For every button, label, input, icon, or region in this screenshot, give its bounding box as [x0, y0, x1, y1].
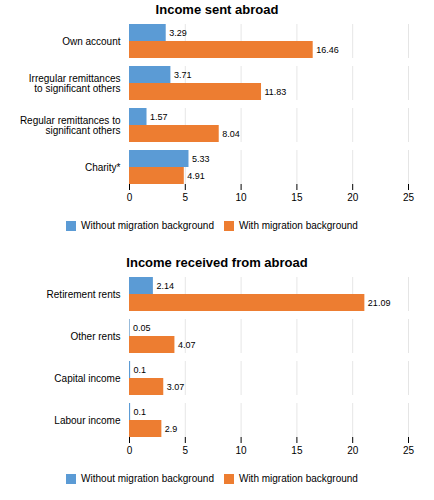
svg-text:15: 15 [291, 445, 303, 456]
html-text:Without migration background: Without migration background [81, 473, 214, 484]
svg-text:2.9: 2.9 [165, 424, 178, 434]
svg-text:Charity*: Charity* [85, 162, 121, 173]
svg-text:16.46: 16.46 [316, 45, 339, 55]
svg-text:4.07: 4.07 [178, 340, 196, 350]
svg-text:8.04: 8.04 [222, 129, 240, 139]
svg-text:Other rents: Other rents [70, 331, 120, 342]
svg-text:11.83: 11.83 [265, 87, 287, 97]
svg-text:0: 0 [127, 192, 133, 203]
svg-text:10: 10 [236, 192, 248, 203]
svg-text:21.09: 21.09 [368, 298, 391, 308]
svg-text:Labour income: Labour income [54, 415, 121, 426]
svg-text:Capital income: Capital income [54, 373, 121, 384]
svg-text:5: 5 [183, 445, 189, 456]
svg-text:0.1: 0.1 [134, 407, 147, 417]
svg-text:20: 20 [347, 192, 359, 203]
svg-text:2.14: 2.14 [156, 281, 174, 291]
svg-text:Retirement rents: Retirement rents [47, 289, 121, 300]
svg-text:Regular remittances tosignific: Regular remittances tosignificant others [20, 115, 121, 136]
svg-text:25: 25 [403, 192, 415, 203]
svg-text:Own account: Own account [62, 36, 121, 47]
svg-text:25: 25 [403, 445, 415, 456]
svg-text:3.07: 3.07 [167, 382, 185, 392]
svg-text:0: 0 [127, 445, 133, 456]
html-text:Income received from abroad: Income received from abroad [126, 255, 308, 270]
svg-text:5.33: 5.33 [192, 154, 210, 164]
svg-text:3.29: 3.29 [169, 28, 187, 38]
svg-text:3.71: 3.71 [174, 70, 192, 80]
svg-text:20: 20 [347, 445, 359, 456]
svg-text:0.05: 0.05 [133, 323, 151, 333]
html-text:Income sent abroad: Income sent abroad [155, 2, 279, 17]
html-text:With migration background: With migration background [239, 220, 358, 231]
svg-text:10: 10 [236, 445, 248, 456]
svg-text:15: 15 [291, 192, 303, 203]
svg-text:5: 5 [183, 192, 189, 203]
svg-text:Irregular remittancesto signif: Irregular remittancesto significant othe… [29, 73, 121, 94]
svg-text:4.91: 4.91 [187, 171, 205, 181]
svg-text:0.1: 0.1 [134, 365, 147, 375]
html-text:With migration background: With migration background [239, 473, 358, 484]
svg-text:1.57: 1.57 [150, 112, 168, 122]
html-text:Without migration background: Without migration background [81, 220, 214, 231]
